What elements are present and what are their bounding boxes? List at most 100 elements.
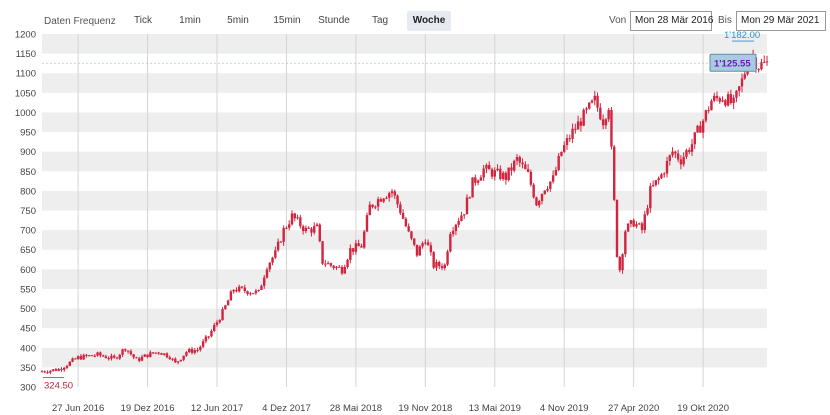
candle-body [160,353,163,355]
candle-body [124,349,127,351]
candle-body [338,266,341,268]
candle-body [526,169,530,172]
toolbar: Daten Frequenz Tick 1min 5min 15min Stun… [0,0,830,40]
to-date-input[interactable]: Mon 29 Mär 2021 [736,11,826,31]
candle-body [518,157,521,163]
candle-body [232,289,235,292]
candle-body [313,226,316,233]
candle-body [174,358,177,363]
candle-body [85,354,88,356]
candle-body [118,354,121,359]
candle-body [582,109,585,126]
tab-stunde[interactable]: Stunde [318,15,350,26]
candle-body [343,267,346,274]
candle-body [268,262,271,270]
candle-body [638,223,641,225]
y-tick-label: 700 [20,226,36,237]
candle-body [507,167,510,181]
candle-body [238,286,241,292]
candle-body [171,358,174,360]
x-tick-label: 12 Jun 2017 [191,403,243,414]
candle-body [71,358,74,362]
candle-body [154,352,158,354]
candle-body [363,231,366,248]
candle-body [426,242,430,246]
x-tick-label: 19 Dez 2016 [121,403,175,414]
candle-body [646,208,649,215]
candle-body [538,201,541,206]
candle-body [540,193,544,202]
candle-body [693,132,696,145]
candle-body [413,238,416,245]
from-date-input[interactable]: Mon 28 Mär 2016 [630,11,713,31]
grid-band [42,34,767,54]
candle-body [676,153,680,160]
candle-body [129,351,133,355]
candle-body [601,119,605,126]
candle-body [182,355,185,360]
tab-tick[interactable]: Tick [134,15,152,26]
low-price-label: 324.50 [44,380,73,391]
candle-body [365,215,369,232]
tab-woche[interactable]: Woche [407,11,451,31]
candle-body [415,244,419,256]
grid-band [42,230,767,250]
y-tick-label: 350 [20,363,36,374]
candle-body [424,242,427,244]
candle-body [149,352,152,358]
candle-body [138,358,141,361]
candle-body [140,356,144,361]
candle-body [299,217,302,227]
candle-body [188,349,191,353]
candle-body [438,261,441,267]
candle-body [113,355,116,358]
tab-15min[interactable]: 15min [273,15,301,26]
candle-body [571,128,574,139]
candle-body [110,355,113,359]
candle-body [213,325,216,331]
candle-body [688,150,691,152]
candle-body [399,204,402,214]
candle-body [240,286,244,288]
candle-body [115,357,119,359]
candle-body [243,287,246,292]
candle-body [488,165,491,170]
candle-body [46,372,49,374]
candle-body [382,198,385,202]
candle-body [326,263,330,265]
candle-body [460,215,463,221]
candle-body [429,245,433,253]
y-tick-label: 400 [20,343,36,354]
candle-body [435,261,438,268]
candle-body [735,90,738,98]
candle-body [685,150,688,157]
y-tick-label: 950 [20,128,36,139]
candle-body [357,243,360,247]
candle-body [101,355,105,357]
tab-5min[interactable]: 5min [227,15,249,26]
candle-body [79,356,83,360]
candle-body [351,248,355,252]
candle-body [607,109,610,120]
candle-body [568,138,571,140]
candle-body [576,121,580,130]
x-tick-label: 19 Okt 2020 [677,403,729,414]
candle-body [329,263,333,266]
tab-1min[interactable]: 1min [179,15,201,26]
candle-body [579,121,583,126]
candle-body [501,172,505,179]
candle-body [346,259,349,268]
candle-body [765,61,769,63]
candle-body [151,352,155,354]
candle-body [499,168,502,179]
candle-body [276,241,280,251]
tab-tag[interactable]: Tag [371,15,389,26]
candle-body [207,336,210,338]
candle-body [554,169,558,176]
candle-body [724,100,727,106]
candle-body [393,191,396,196]
candle-body [354,243,358,252]
candle-body [599,107,602,120]
candle-body [574,128,577,130]
